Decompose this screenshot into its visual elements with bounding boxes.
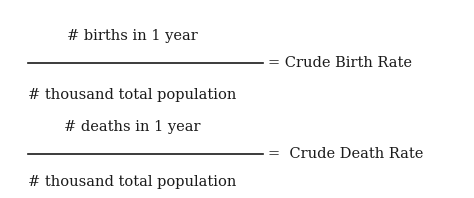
Text: # deaths in 1 year: # deaths in 1 year <box>64 120 201 134</box>
Text: # thousand total population: # thousand total population <box>28 88 237 102</box>
Text: =  Crude Death Rate: = Crude Death Rate <box>268 148 423 161</box>
Text: = Crude Birth Rate: = Crude Birth Rate <box>268 56 412 70</box>
Text: # thousand total population: # thousand total population <box>28 175 237 189</box>
Text: # births in 1 year: # births in 1 year <box>67 29 198 43</box>
